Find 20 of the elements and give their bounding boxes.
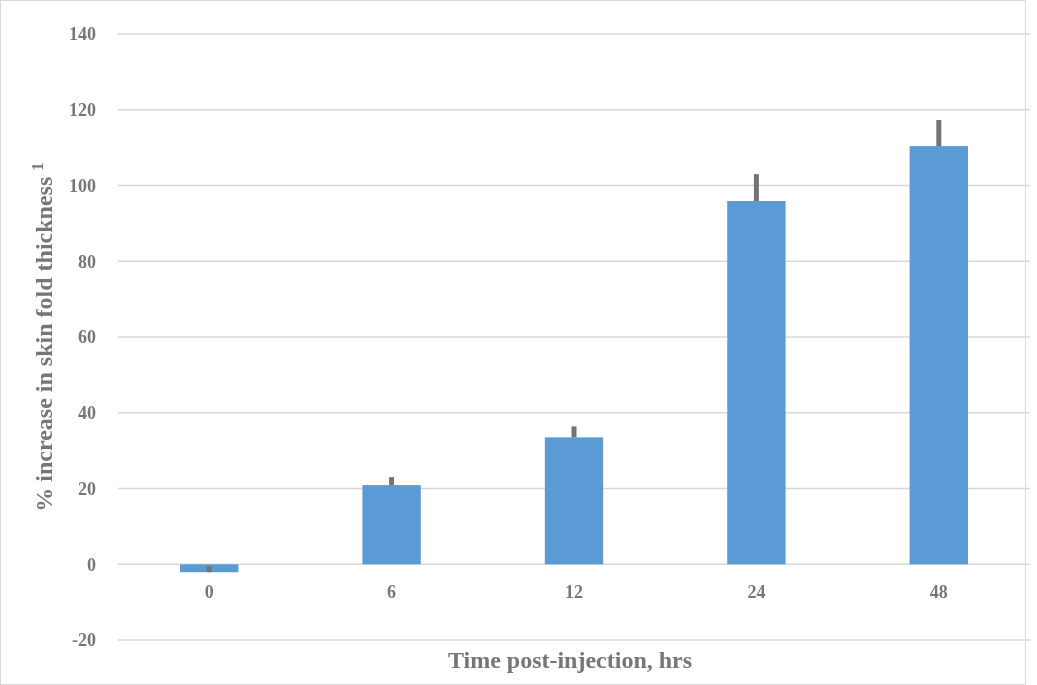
bar bbox=[362, 485, 421, 565]
y-tick-label: 120 bbox=[69, 100, 96, 121]
y-tick-label: 100 bbox=[69, 175, 96, 196]
y-tick-label: 60 bbox=[78, 327, 96, 348]
y-tick-label: -20 bbox=[72, 630, 96, 651]
y-tick-label: 0 bbox=[87, 554, 96, 575]
x-tick-label: 6 bbox=[387, 582, 397, 603]
y-tick-label: 20 bbox=[78, 478, 96, 499]
bar bbox=[180, 564, 239, 573]
bar bbox=[544, 437, 604, 565]
x-tick-label: 12 bbox=[565, 582, 583, 603]
y-tick-label: 40 bbox=[78, 403, 96, 424]
bar bbox=[909, 146, 968, 565]
bar bbox=[727, 201, 786, 565]
x-tick-label: 48 bbox=[929, 582, 948, 603]
x-tick-label: 24 bbox=[747, 582, 766, 603]
x-axis-title: Time post-injection, hrs bbox=[447, 647, 693, 673]
y-tick-label: 80 bbox=[78, 251, 96, 272]
y-tick-label: 140 bbox=[69, 24, 96, 45]
x-tick-label: 0 bbox=[204, 582, 214, 603]
